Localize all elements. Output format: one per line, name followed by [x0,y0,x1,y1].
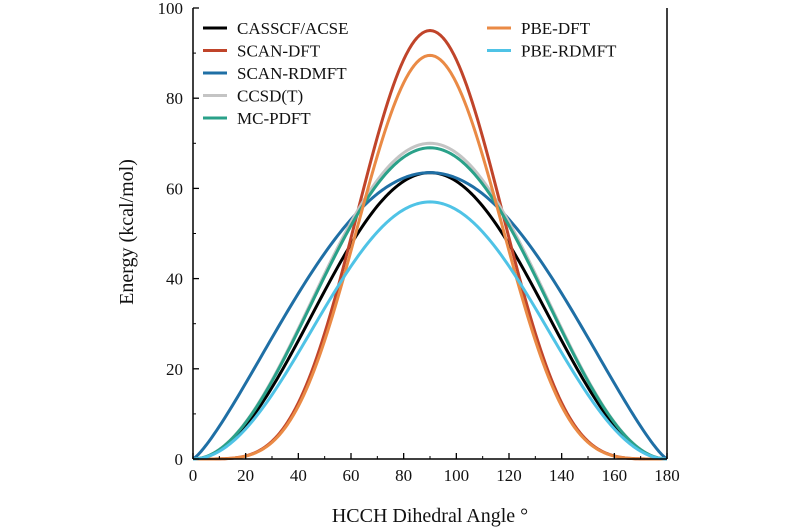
y-tick-label: 0 [175,450,184,469]
x-tick-label: 180 [654,466,680,485]
x-tick-label: 0 [189,466,198,485]
legend-label-mc-pdft: MC-PDFT [237,109,311,128]
x-tick-label: 80 [395,466,412,485]
y-axis-title: Energy (kcal/mol) [116,159,138,305]
y-tick-label: 40 [166,270,183,289]
x-tick-label: 40 [290,466,307,485]
axes [192,7,668,460]
legend-label-ccsd-t: CCSD(T) [237,87,303,106]
x-axis-title: HCCH Dihedral Angle ° [332,505,528,527]
y-tick-label: 20 [166,360,183,379]
x-tick-label: 160 [602,466,628,485]
y-tick-label: 80 [166,89,183,108]
y-tick-label: 100 [158,0,184,18]
y-tick-label: 60 [166,179,183,198]
legend-label-pbe-rdmft: PBE-RDMFT [521,42,617,61]
series-layer [192,29,668,461]
series-line-ccsd-t [192,141,668,461]
x-tick-label: 100 [444,466,470,485]
series-line-casscf-acse [192,171,668,461]
tick-labels: 0 20 40 60 80 100 0 20 40 60 80 100 120 140 160 180 [158,0,680,485]
x-tick-label: 60 [343,466,360,485]
legend: CASSCF/ACSE SCAN-DFT SCAN-RDMFT CCSD(T) MC-P… [203,19,617,128]
series-line-scan-rdmft [192,171,668,461]
legend-label-casscf-acse: CASSCF/ACSE [237,19,349,38]
series-line-mc-pdft [192,146,668,461]
legend-label-scan-rdmft: SCAN-RDMFT [237,64,347,83]
x-tick-label: 140 [549,466,575,485]
series-line-pbe-rdmft [192,200,668,461]
legend-label-pbe-dft: PBE-DFT [521,19,591,38]
legend-label-scan-dft: SCAN-DFT [237,42,321,61]
x-tick-label: 120 [496,466,522,485]
x-tick-label: 20 [237,466,254,485]
series-line-pbe-dft [193,53,667,461]
